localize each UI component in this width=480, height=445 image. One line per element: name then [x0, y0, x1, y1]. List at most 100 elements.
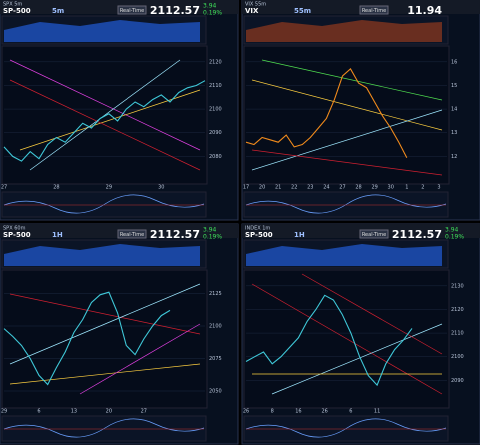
- trend-line: [251, 79, 443, 131]
- panel-title: SPX 60m: [3, 226, 26, 232]
- x-tick-label: 28: [53, 185, 59, 191]
- symbol: SP-500: [245, 231, 273, 239]
- x-tick-label: 29: [1, 409, 7, 415]
- x-tick-label: 13: [71, 409, 77, 415]
- trend-line: [9, 363, 201, 385]
- x-tick-label: 23: [307, 185, 313, 191]
- y-tick-label: 12: [451, 154, 457, 160]
- indicator-area: [4, 20, 200, 42]
- symbol: VIX: [245, 7, 259, 15]
- x-tick-label: 6: [37, 409, 40, 415]
- y-tick-label: 14: [451, 107, 457, 113]
- x-tick-label: 28: [355, 185, 361, 191]
- price-change-pct: 0.19%: [203, 10, 222, 17]
- panel-title: VIX 55m: [245, 2, 266, 8]
- x-tick-label: 24: [323, 185, 329, 191]
- y-tick-label: 2075: [209, 356, 222, 362]
- last-price: 2112.57: [150, 228, 200, 241]
- price-change-pct: 0.19%: [445, 234, 464, 241]
- x-tick-label: 11: [374, 409, 380, 415]
- y-tick-label: 16: [451, 59, 457, 65]
- y-tick-label: 15: [451, 83, 457, 89]
- last-price: 2112.57: [150, 4, 200, 17]
- y-tick-label: 2100: [209, 107, 222, 113]
- trend-line: [19, 89, 201, 151]
- realtime-label[interactable]: Real-Time: [120, 8, 144, 14]
- x-tick-label: 29: [106, 185, 112, 191]
- panel-title: INDEX 1m: [245, 226, 270, 232]
- x-tick-label: 1: [405, 185, 408, 191]
- price-change-pct: 0.19%: [203, 234, 222, 241]
- y-tick-label: 2100: [209, 324, 222, 330]
- x-tick-label: 6: [349, 409, 352, 415]
- trend-line: [9, 59, 201, 151]
- trend-line: [271, 323, 443, 395]
- price-change: 3.94: [203, 3, 217, 10]
- y-tick-label: 2125: [209, 291, 222, 297]
- x-tick-label: 20: [259, 185, 265, 191]
- y-tick-label: 2120: [209, 59, 222, 65]
- y-tick-label: 2100: [451, 354, 464, 360]
- x-tick-label: 17: [243, 185, 249, 191]
- x-tick-label: 22: [291, 185, 297, 191]
- y-tick-label: 2110: [209, 83, 222, 89]
- x-tick-label: 30: [158, 185, 164, 191]
- y-tick-label: 2130: [451, 283, 464, 289]
- plot-area: [1, 269, 208, 409]
- realtime-button[interactable]: [117, 229, 147, 239]
- y-tick-label: 13: [451, 130, 457, 136]
- trend-line: [261, 59, 443, 101]
- trend-line: [251, 109, 443, 171]
- x-tick-label: 20: [106, 409, 112, 415]
- y-tick-label: 2050: [209, 389, 222, 395]
- price-line: [245, 68, 408, 159]
- plot-area: [243, 45, 450, 185]
- x-tick-label: 26: [321, 409, 327, 415]
- trend-line: [251, 283, 443, 395]
- x-tick-label: 3: [437, 185, 440, 191]
- y-tick-label: 2090: [209, 130, 222, 136]
- realtime-button[interactable]: [117, 5, 147, 15]
- indicator-area: [246, 20, 442, 42]
- indicator-area: [246, 244, 442, 266]
- realtime-label[interactable]: Real-Time: [362, 8, 386, 14]
- y-tick-label: 2090: [451, 378, 464, 384]
- trend-line: [79, 323, 201, 395]
- x-tick-label: 16: [295, 409, 301, 415]
- interval: 5m: [52, 7, 64, 15]
- symbol: SP-500: [3, 231, 31, 239]
- x-tick-label: 2: [421, 185, 424, 191]
- realtime-label[interactable]: Real-Time: [362, 232, 386, 238]
- x-tick-label: 27: [339, 185, 345, 191]
- interval: 55m: [294, 7, 311, 15]
- trend-line: [301, 273, 443, 355]
- realtime-label[interactable]: Real-Time: [120, 232, 144, 238]
- interval: 1H: [52, 231, 63, 239]
- trend-line: [251, 149, 443, 176]
- indicator-area: [4, 244, 200, 266]
- trend-line: [9, 79, 201, 171]
- x-tick-label: 30: [388, 185, 394, 191]
- y-tick-label: 2120: [451, 307, 464, 313]
- x-tick-label: 26: [243, 409, 249, 415]
- trend-line: [29, 59, 181, 171]
- x-tick-label: 27: [1, 185, 7, 191]
- price-line: [245, 294, 413, 387]
- last-price: 2112.57: [392, 228, 442, 241]
- y-tick-label: 2080: [209, 154, 222, 160]
- realtime-button[interactable]: [359, 229, 389, 239]
- x-tick-label: 8: [271, 409, 274, 415]
- realtime-button[interactable]: [359, 5, 389, 15]
- last-price: 11.94: [407, 4, 442, 17]
- price-line: [3, 291, 171, 386]
- interval: 1H: [294, 231, 305, 239]
- symbol: SP-500: [3, 7, 31, 15]
- panel-title: SPX 5m: [3, 2, 22, 8]
- x-tick-label: 21: [275, 185, 281, 191]
- trend-line: [9, 283, 201, 365]
- price-change: 3.94: [203, 227, 217, 234]
- price-change: 3.94: [445, 227, 459, 234]
- price-line: [3, 80, 206, 162]
- x-tick-label: 27: [141, 409, 147, 415]
